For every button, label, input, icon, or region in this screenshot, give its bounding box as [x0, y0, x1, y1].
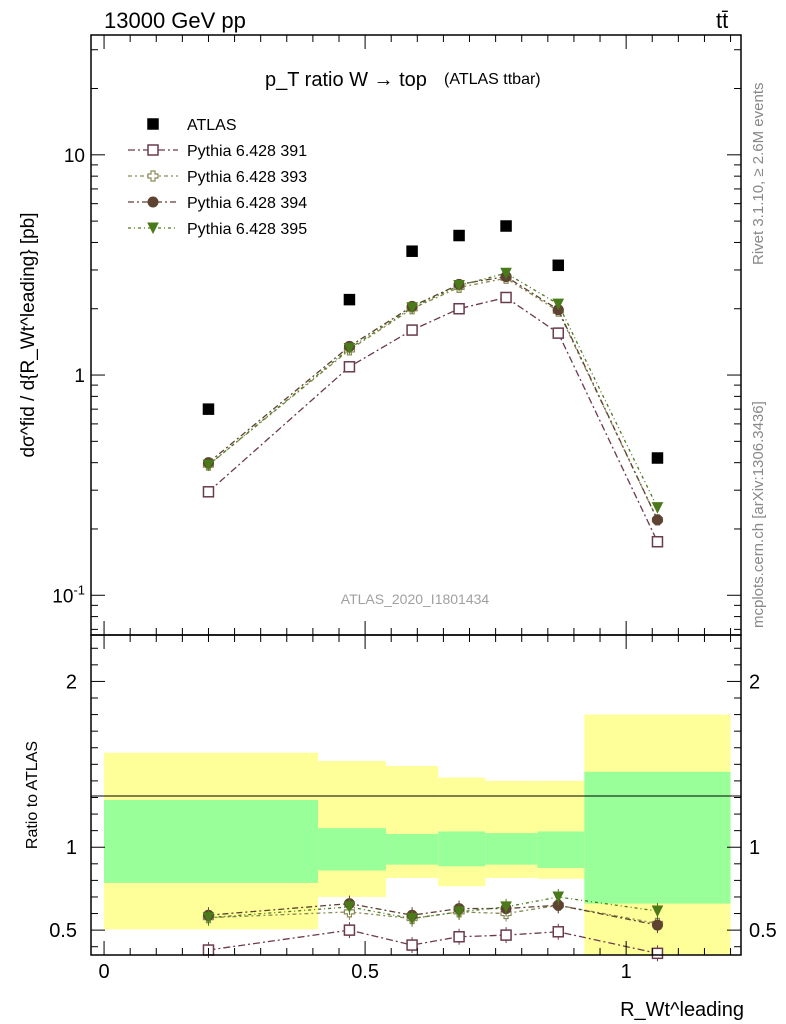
main-y-axis-label: dσ^fid / d{R_Wt^leading} [pb]: [18, 212, 39, 457]
ratio-y-tick-label: 2: [66, 671, 77, 693]
ratio-y-tick-label: 0.5: [49, 920, 77, 942]
legend-label: Pythia 6.428 391: [187, 143, 307, 160]
ratio-y-tick-label: 1: [749, 837, 760, 859]
ratio-series-pythia-6-428-395: [202, 888, 664, 927]
main-data-layer: [202, 220, 664, 548]
uncertainty-band-inner: [438, 831, 486, 867]
y-tick-label: 10-1: [52, 582, 85, 607]
data-point: [202, 459, 215, 472]
ratio-point: [343, 924, 356, 936]
ratio-point: [552, 926, 565, 938]
data-point: [500, 267, 512, 280]
ratio-panel: 0.5 0.5 1 1 2 2 0 0.5 1 Ratio to ATLAS R_Wt^lead…: [24, 634, 777, 1021]
uncertainty-band-inner: [485, 833, 538, 865]
data-point: [500, 291, 512, 304]
legend-marker: [147, 222, 159, 235]
x-tick-label: 0: [98, 961, 109, 983]
ratio-point: [651, 919, 663, 931]
data-point: [406, 245, 418, 257]
legend: ATLAS Pythia 6.428 391 Pythia 6.428 393 Pyt…: [128, 117, 307, 238]
data-point: [552, 298, 565, 311]
chart-title: p_T ratio W → top: [265, 69, 427, 91]
legend-label: ATLAS: [187, 117, 237, 134]
legend-marker: [147, 170, 159, 182]
data-point: [453, 302, 465, 315]
process-label: tt̄: [716, 8, 728, 33]
legend-label: Pythia 6.428 393: [187, 169, 307, 186]
ratio-y-tick-label: 1: [66, 837, 77, 859]
data-point: [552, 327, 565, 339]
data-point: [343, 361, 356, 373]
ratio-point: [202, 912, 215, 924]
ratio-point: [500, 929, 512, 941]
ratio-ticks: 0.5 0.5 1 1 2 2 0 0.5 1: [49, 635, 777, 983]
series-pythia-6-428-395: [202, 267, 664, 514]
series-pythia-6-428-393: [202, 272, 664, 526]
main-grid-ticks: 10-1 1 10: [52, 35, 741, 635]
data-point: [500, 220, 512, 232]
ratio-point: [453, 931, 465, 943]
ratio-y-tick-label: 2: [749, 671, 760, 693]
ratio-y-tick-label: 0.5: [749, 920, 777, 942]
data-point: [651, 502, 664, 514]
rivet-label: Rivet 3.1.10, ≥ 2.6M events: [750, 83, 767, 266]
data-point: [651, 452, 664, 464]
ratio-point: [343, 901, 356, 914]
ratio-point: [500, 901, 512, 914]
series-atlas: [202, 220, 664, 464]
x-tick-label: 0.5: [351, 961, 379, 983]
data-point: [343, 293, 356, 306]
uncertainty-band-inner: [104, 799, 319, 883]
legend-marker: [147, 196, 159, 208]
uncertainty-band-inner: [584, 771, 731, 904]
uncertainty-band-inner: [318, 828, 386, 871]
data-point: [202, 486, 215, 498]
data-point: [552, 259, 565, 272]
data-point: [202, 403, 215, 415]
ratio-frame: [90, 634, 742, 956]
y-tick-label: 10: [64, 146, 85, 167]
ratio-point: [651, 947, 664, 960]
ratio-point: [406, 913, 418, 925]
x-tick-label: 1: [621, 961, 632, 983]
data-point: [453, 280, 465, 292]
data-point: [343, 342, 356, 355]
data-point: [406, 302, 418, 314]
data-point: [453, 229, 465, 242]
ratio-point: [552, 891, 565, 904]
series-line: [208, 296, 659, 543]
ratio-point: [453, 906, 465, 919]
legend-label: Pythia 6.428 394: [187, 195, 307, 212]
series-line: [208, 272, 659, 508]
uncertainty-band-inner: [385, 833, 439, 865]
legend-label: Pythia 6.428 395: [187, 221, 307, 238]
chart-title-suffix: (ATLAS ttbar): [444, 71, 541, 88]
series-pythia-6-428-391: [202, 291, 664, 548]
data-point: [651, 535, 664, 548]
series-pythia-6-428-394: [202, 271, 663, 526]
ratio-y-axis-label: Ratio to ATLAS: [24, 741, 41, 849]
ratio-data-layer: [202, 888, 664, 962]
energy-label: 13000 GeV pp: [104, 8, 246, 33]
data-point: [651, 514, 663, 526]
data-point: [406, 324, 418, 336]
ratio-point: [406, 939, 418, 951]
mcplots-label: mcplots.cern.ch [arXiv:1306.3436]: [750, 401, 767, 628]
legend-marker: [147, 118, 159, 130]
uncertainty-band-inner: [537, 831, 585, 868]
analysis-label: ATLAS_2020_I1801434: [341, 591, 490, 607]
series-line: [208, 275, 659, 521]
x-axis-label: R_Wt^leading: [620, 999, 744, 1021]
ratio-point: [651, 905, 664, 918]
legend-marker: [147, 144, 159, 156]
y-tick-label: 1: [74, 366, 85, 387]
